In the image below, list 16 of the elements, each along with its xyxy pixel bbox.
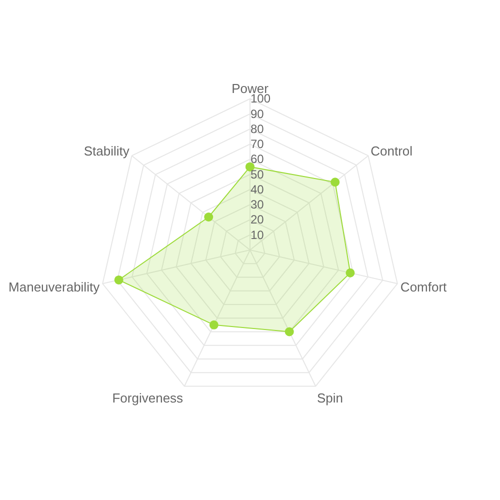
spoke-label: Forgiveness — [112, 390, 184, 406]
y-tick-label: 40 — [250, 182, 264, 196]
y-tick-label: 90 — [250, 106, 264, 121]
y-tick-label: 70 — [250, 137, 264, 152]
y-tick-label: 80 — [250, 122, 264, 136]
y-tick-label: 20 — [250, 212, 264, 227]
y-tick-label: 50 — [250, 167, 264, 182]
spoke-label: Comfort — [400, 280, 448, 295]
y-tick-label: 100 — [250, 92, 271, 106]
spoke-label: Spin — [316, 390, 343, 406]
spoke-label: Stability — [84, 144, 130, 159]
y-tick-label: 10 — [250, 228, 264, 242]
spoke-label: Control — [370, 144, 413, 159]
y-tick-label: 30 — [250, 198, 264, 212]
spoke-label: Maneuverability — [8, 280, 100, 295]
y-tick-label: 60 — [250, 152, 264, 166]
